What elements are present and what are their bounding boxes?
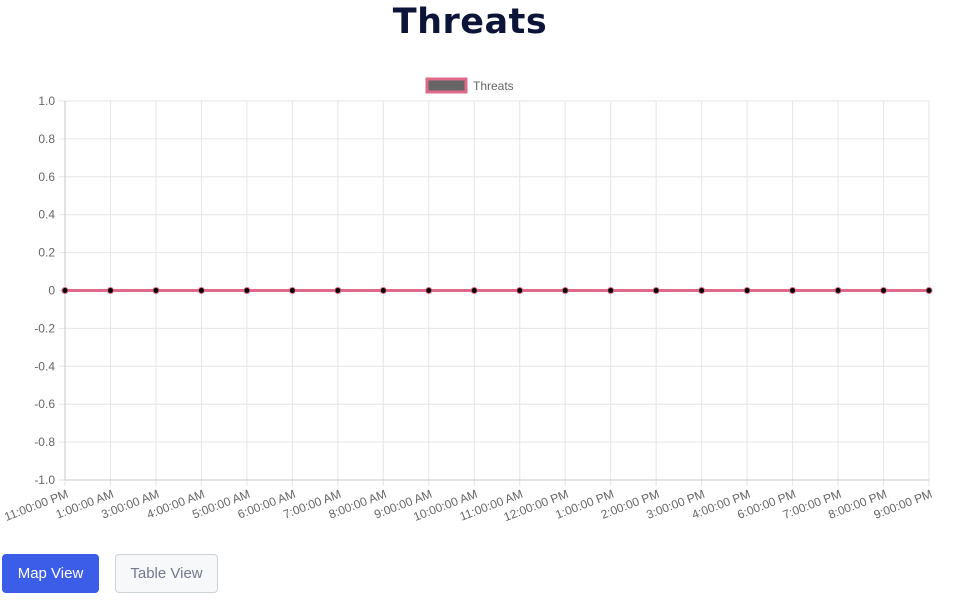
data-point[interactable] bbox=[652, 287, 660, 294]
map-view-button[interactable]: Map View bbox=[2, 554, 99, 593]
legend-label[interactable]: Threats bbox=[473, 79, 514, 93]
y-tick-label: -0.2 bbox=[34, 321, 55, 335]
data-point[interactable] bbox=[698, 287, 706, 294]
y-tick-label: -1.0 bbox=[34, 473, 55, 487]
data-point[interactable] bbox=[379, 287, 387, 294]
data-point[interactable] bbox=[106, 287, 114, 294]
data-point[interactable] bbox=[516, 287, 524, 294]
data-point[interactable] bbox=[834, 287, 842, 294]
data-point[interactable] bbox=[425, 287, 433, 294]
data-point[interactable] bbox=[334, 287, 342, 294]
chart-grid bbox=[59, 100, 930, 486]
y-tick-label: 1.0 bbox=[38, 94, 55, 108]
chart-legend[interactable]: Threats bbox=[425, 77, 514, 94]
chart-axes: 1.00.80.60.40.20-0.2-0.4-0.6-0.8-1.011:0… bbox=[2, 94, 934, 524]
legend-swatch[interactable] bbox=[425, 77, 468, 94]
data-point[interactable] bbox=[197, 287, 205, 294]
data-point[interactable] bbox=[243, 287, 251, 294]
data-point[interactable] bbox=[743, 287, 751, 294]
data-point[interactable] bbox=[607, 287, 615, 294]
y-tick-label: 0.6 bbox=[38, 170, 55, 184]
y-tick-label: -0.4 bbox=[34, 359, 55, 373]
threats-line-chart: 1.00.80.60.40.20-0.2-0.4-0.6-0.8-1.011:0… bbox=[2, 77, 934, 524]
y-tick-label: 0 bbox=[48, 284, 55, 298]
y-tick-label: 0.2 bbox=[38, 246, 55, 260]
y-tick-label: 0.8 bbox=[38, 132, 55, 146]
page-title: Threats bbox=[392, 2, 548, 42]
table-view-button[interactable]: Table View bbox=[115, 554, 218, 593]
data-point[interactable] bbox=[789, 287, 797, 294]
data-point[interactable] bbox=[880, 287, 888, 294]
data-point[interactable] bbox=[152, 287, 160, 294]
y-tick-label: -0.6 bbox=[34, 397, 55, 411]
data-point[interactable] bbox=[925, 287, 933, 294]
y-tick-label: 0.4 bbox=[38, 208, 55, 222]
chart-series bbox=[61, 287, 933, 294]
data-point[interactable] bbox=[61, 287, 69, 294]
data-point[interactable] bbox=[288, 287, 296, 294]
data-point[interactable] bbox=[470, 287, 478, 294]
y-tick-label: -0.8 bbox=[34, 435, 55, 449]
data-point[interactable] bbox=[561, 287, 569, 294]
